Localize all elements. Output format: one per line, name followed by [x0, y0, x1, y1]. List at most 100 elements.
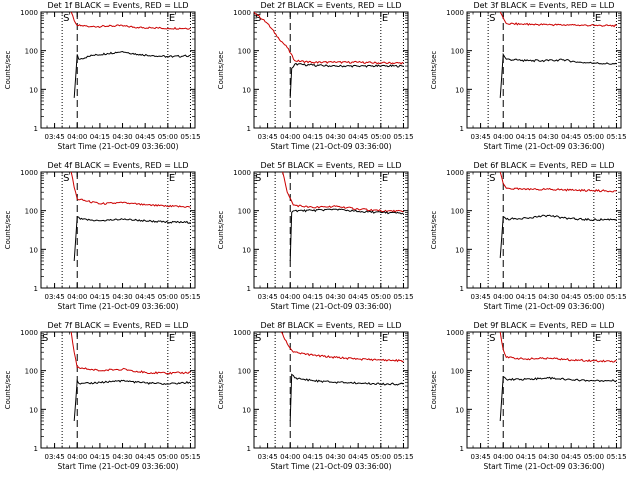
- panel-title: Det 9f BLACK = Events, RED = LLD: [473, 321, 614, 330]
- chart-panel: Det 2f BLACK = Events, RED = LLD 1 10 100 10…: [217, 1, 414, 151]
- chart-panel: Det 9f BLACK = Events, RED = LLD 1 10 100 10…: [430, 321, 627, 471]
- y-axis-label: Counts/sec: [430, 211, 438, 250]
- y-axis-label: Counts/sec: [217, 211, 225, 250]
- y-tick-label: 1: [247, 445, 251, 453]
- chart-panel: Det 4f BLACK = Events, RED = LLD 1 10 100 10…: [4, 161, 201, 311]
- plot-frame: [253, 331, 409, 449]
- y-tick-label: 1000: [233, 169, 251, 177]
- x-tick-label: 04:45: [135, 133, 155, 141]
- events-series-line: [499, 52, 617, 98]
- x-axis-label: Start Time (21-Oct-09 03:36:00): [57, 302, 178, 311]
- x-tick-label: 04:30: [325, 133, 345, 141]
- marker-e: E: [382, 333, 388, 344]
- plot-frame: [40, 11, 196, 129]
- x-tick-label: 04:00: [280, 133, 300, 141]
- marker-e: E: [595, 333, 601, 344]
- lld-series-line: [282, 171, 404, 213]
- y-tick-label: 1: [460, 285, 464, 293]
- x-tick-label: 03:45: [257, 133, 277, 141]
- x-tick-label: 05:15: [180, 293, 200, 301]
- x-tick-label: 03:45: [257, 453, 277, 461]
- y-axis-label: Counts/sec: [217, 51, 225, 90]
- y-tick-label: 100: [451, 48, 464, 56]
- lld-series-line: [499, 11, 617, 28]
- lld-series-line: [70, 171, 191, 208]
- y-tick-label: 100: [25, 368, 38, 376]
- x-tick-label: 04:30: [538, 293, 558, 301]
- marker-s: S: [489, 13, 495, 24]
- events-series-line: [73, 379, 191, 422]
- x-tick-label: 04:15: [303, 453, 323, 461]
- marker-e: E: [595, 13, 601, 24]
- events-series-line: [289, 62, 404, 98]
- y-tick-label: 1: [34, 285, 38, 293]
- y-tick-label: 10: [455, 246, 464, 254]
- y-tick-label: 1000: [20, 169, 38, 177]
- plot-frame: [253, 11, 409, 129]
- y-tick-label: 1000: [446, 9, 464, 17]
- y-tick-label: 1: [34, 125, 38, 133]
- x-tick-label: 05:15: [606, 133, 626, 141]
- x-tick-label: 03:45: [470, 293, 490, 301]
- x-axis-label: Start Time (21-Oct-09 03:36:00): [270, 142, 391, 151]
- x-tick-label: 04:45: [348, 293, 368, 301]
- x-axis-label: Start Time (21-Oct-09 03:36:00): [270, 302, 391, 311]
- x-tick-label: 03:45: [44, 133, 64, 141]
- panel-title: Det 6f BLACK = Events, RED = LLD: [473, 161, 614, 170]
- x-tick-label: 05:15: [393, 293, 413, 301]
- x-tick-label: 04:30: [112, 293, 132, 301]
- x-tick-label: 03:45: [257, 293, 277, 301]
- y-tick-label: 100: [238, 48, 251, 56]
- x-tick-label: 04:45: [348, 453, 368, 461]
- marker-e: E: [169, 333, 175, 344]
- lld-series-line: [253, 11, 404, 65]
- y-axis-label: Counts/sec: [430, 51, 438, 90]
- x-tick-label: 04:15: [303, 133, 323, 141]
- x-tick-label: 05:00: [371, 133, 391, 141]
- y-tick-label: 1000: [446, 329, 464, 337]
- y-axis-label: Counts/sec: [4, 371, 12, 410]
- y-tick-label: 1000: [20, 329, 38, 337]
- y-tick-label: 1: [247, 285, 251, 293]
- events-series-line: [499, 214, 617, 258]
- y-tick-label: 10: [242, 246, 251, 254]
- marker-s: S: [63, 173, 69, 184]
- x-tick-label: 05:00: [158, 453, 178, 461]
- panel-title: Det 3f BLACK = Events, RED = LLD: [473, 1, 614, 10]
- x-tick-label: 04:30: [538, 453, 558, 461]
- y-axis-label: Counts/sec: [217, 371, 225, 410]
- x-tick-label: 04:30: [112, 453, 132, 461]
- y-tick-label: 10: [455, 86, 464, 94]
- chart-panel: Det 7f BLACK = Events, RED = LLD 1 10 100 10…: [4, 321, 201, 471]
- events-series-line: [499, 375, 617, 422]
- panel-title: Det 7f BLACK = Events, RED = LLD: [47, 321, 188, 330]
- x-tick-label: 04:30: [325, 453, 345, 461]
- x-tick-label: 03:45: [44, 453, 64, 461]
- x-tick-label: 05:00: [584, 133, 604, 141]
- x-tick-label: 04:00: [493, 133, 513, 141]
- x-tick-label: 03:45: [470, 453, 490, 461]
- x-tick-label: 05:00: [584, 453, 604, 461]
- marker-e: E: [169, 173, 175, 184]
- y-tick-label: 10: [29, 406, 38, 414]
- y-tick-label: 1000: [446, 169, 464, 177]
- x-tick-label: 04:15: [90, 453, 110, 461]
- x-tick-label: 05:15: [180, 133, 200, 141]
- marker-e: E: [382, 173, 388, 184]
- x-tick-label: 05:00: [158, 133, 178, 141]
- panel-title: Det 8f BLACK = Events, RED = LLD: [260, 321, 401, 330]
- y-tick-label: 10: [242, 86, 251, 94]
- x-tick-label: 04:45: [561, 453, 581, 461]
- x-tick-label: 04:15: [516, 133, 536, 141]
- y-tick-label: 100: [25, 208, 38, 216]
- marker-e: E: [595, 173, 601, 184]
- y-tick-label: 1: [34, 445, 38, 453]
- y-tick-label: 1000: [233, 9, 251, 17]
- x-axis-label: Start Time (21-Oct-09 03:36:00): [483, 302, 604, 311]
- y-tick-label: 100: [25, 48, 38, 56]
- y-tick-label: 1000: [233, 329, 251, 337]
- lld-series-line: [70, 331, 191, 375]
- x-tick-label: 04:30: [325, 293, 345, 301]
- x-axis-label: Start Time (21-Oct-09 03:36:00): [57, 462, 178, 471]
